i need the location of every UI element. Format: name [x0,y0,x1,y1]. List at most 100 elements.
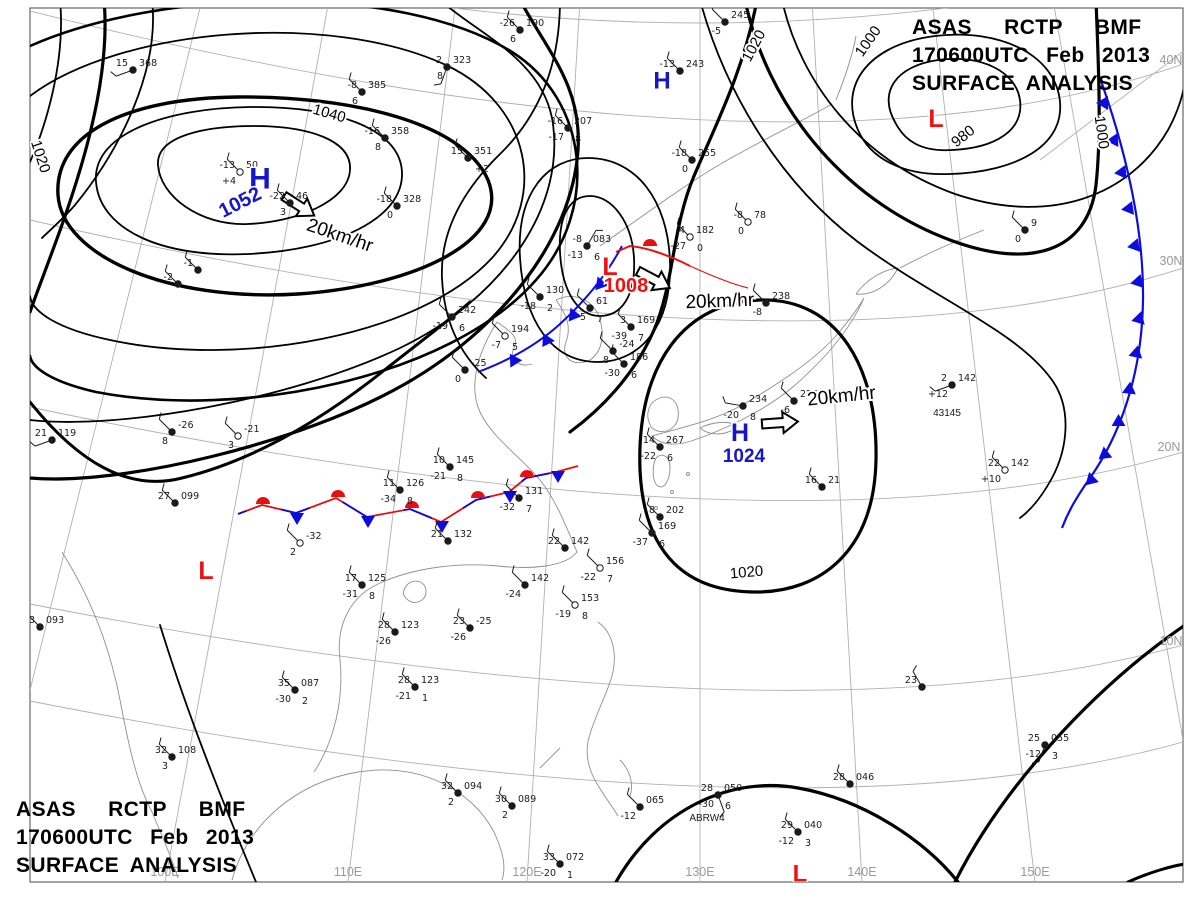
wind-barb-tick [444,773,448,781]
station-circle [656,443,664,451]
station-value: 15 [116,58,128,69]
station-value: -34 [380,494,396,505]
wind-barb [638,519,651,532]
station-value: -25 [476,616,492,627]
wind-barb [434,527,447,540]
cold-front-triangle [568,307,582,322]
isobar [159,624,257,882]
station-value: 8 [369,591,375,602]
cold-front-triangle [1121,201,1134,215]
isobar [851,33,1061,175]
station-value: -25 [471,358,487,369]
station-circle [627,323,635,331]
station-value: -21 [430,471,446,482]
wind-barb [551,534,564,547]
wind-barb-tick [491,316,495,324]
station-value: 130 [546,285,564,296]
station-value: 238 [772,291,790,302]
station-value: 11 [383,478,395,489]
station-value: -21 [395,691,411,702]
station-value: -13 [219,160,235,171]
station-plot: -26 190 6 [499,10,544,45]
station-value: -13 [567,250,583,261]
wind-barb-tick [383,186,387,194]
station-plot: 242 -19 6 [432,297,476,334]
station-value: 8 [162,436,168,447]
station-circle [521,581,529,589]
movement-arrow [634,265,672,292]
station-value: 245 [731,10,749,21]
station-value: 182 [696,225,714,236]
cold-front-triangle [1114,165,1127,179]
station-circle [536,293,544,301]
chart-title-line2: 170600UTC Feb 2013 [16,826,255,849]
station-plot: 22 142 [548,528,589,552]
wind-barb [599,337,612,350]
station-plot: -2 323 8 [433,55,471,86]
wind-barb [836,770,849,783]
station-plot: 224 -6 [781,381,818,416]
wind-barb-tick [164,264,168,272]
station-value: +4 [222,176,236,187]
station-plot: 238 -8 [753,283,790,318]
wind-barb [586,554,599,567]
wind-barb [626,793,639,806]
isobar-value-label: 1020 [27,138,53,175]
station-value: -4 [676,225,685,236]
wind-barb-tick [586,548,590,556]
wind-barb-tick [610,344,614,352]
station-value: 61 [596,296,608,307]
station-plot: 21 132 [431,521,472,545]
wind-barb [991,456,1004,469]
cold-front-triangle [503,491,517,503]
station-value: 10 [433,455,445,466]
station-value: 6 [667,453,673,464]
isobar [30,300,472,483]
station-plot: 186 -30 6 [604,344,648,381]
station-circle [596,564,604,572]
coastline [699,421,739,435]
wind-barb [438,303,451,316]
station-plot: 90 [1011,210,1037,245]
station-plot: -16 358 8 [364,118,409,153]
graticule-line [932,8,1036,882]
wind-barb [1038,747,1045,763]
isobar [518,157,671,363]
wind-barb-tick [498,786,502,794]
warm-front-semicircle [256,497,270,504]
cold-front-triangle [1106,133,1119,147]
station-value: 15 [451,146,463,157]
station-plot: 32 108 3 [155,737,196,772]
coastline [652,454,671,488]
graticule-line [30,8,201,691]
station-value: 2 [941,373,947,384]
graticule-layer [30,8,1183,882]
cold-front-triangle [1128,345,1143,359]
pressure-center-value: 1052 [215,183,265,223]
station-value: 323 [453,55,471,66]
station-circle [391,628,399,636]
wind-barb [401,673,414,686]
station-plot: 10 145 -21 8 [430,447,474,484]
station-value: 194 [511,324,529,335]
wind-barb [546,850,559,863]
station-plot: -16 207 -17 8 [547,108,592,145]
arrow-layer [280,190,800,435]
wind-barb-tick [226,152,230,160]
wind-barb-tick [638,513,642,521]
station-circle [466,624,474,632]
station-value: 23 [453,616,465,627]
wind-barb-tick [722,396,726,404]
station-value: -26 [375,636,391,647]
station-value: -8 [753,307,762,318]
station-circle [171,499,179,507]
station-value: 25 [1028,733,1040,744]
island [686,472,690,476]
station-value: 14 [643,435,655,446]
wind-barb-tick [576,288,580,296]
station-value: 186 [630,352,648,363]
station-value: 351 [474,146,492,157]
station-circle [948,381,956,389]
front-speed-label: 20km/hr [685,290,755,313]
station-value: 9 [1031,218,1037,229]
